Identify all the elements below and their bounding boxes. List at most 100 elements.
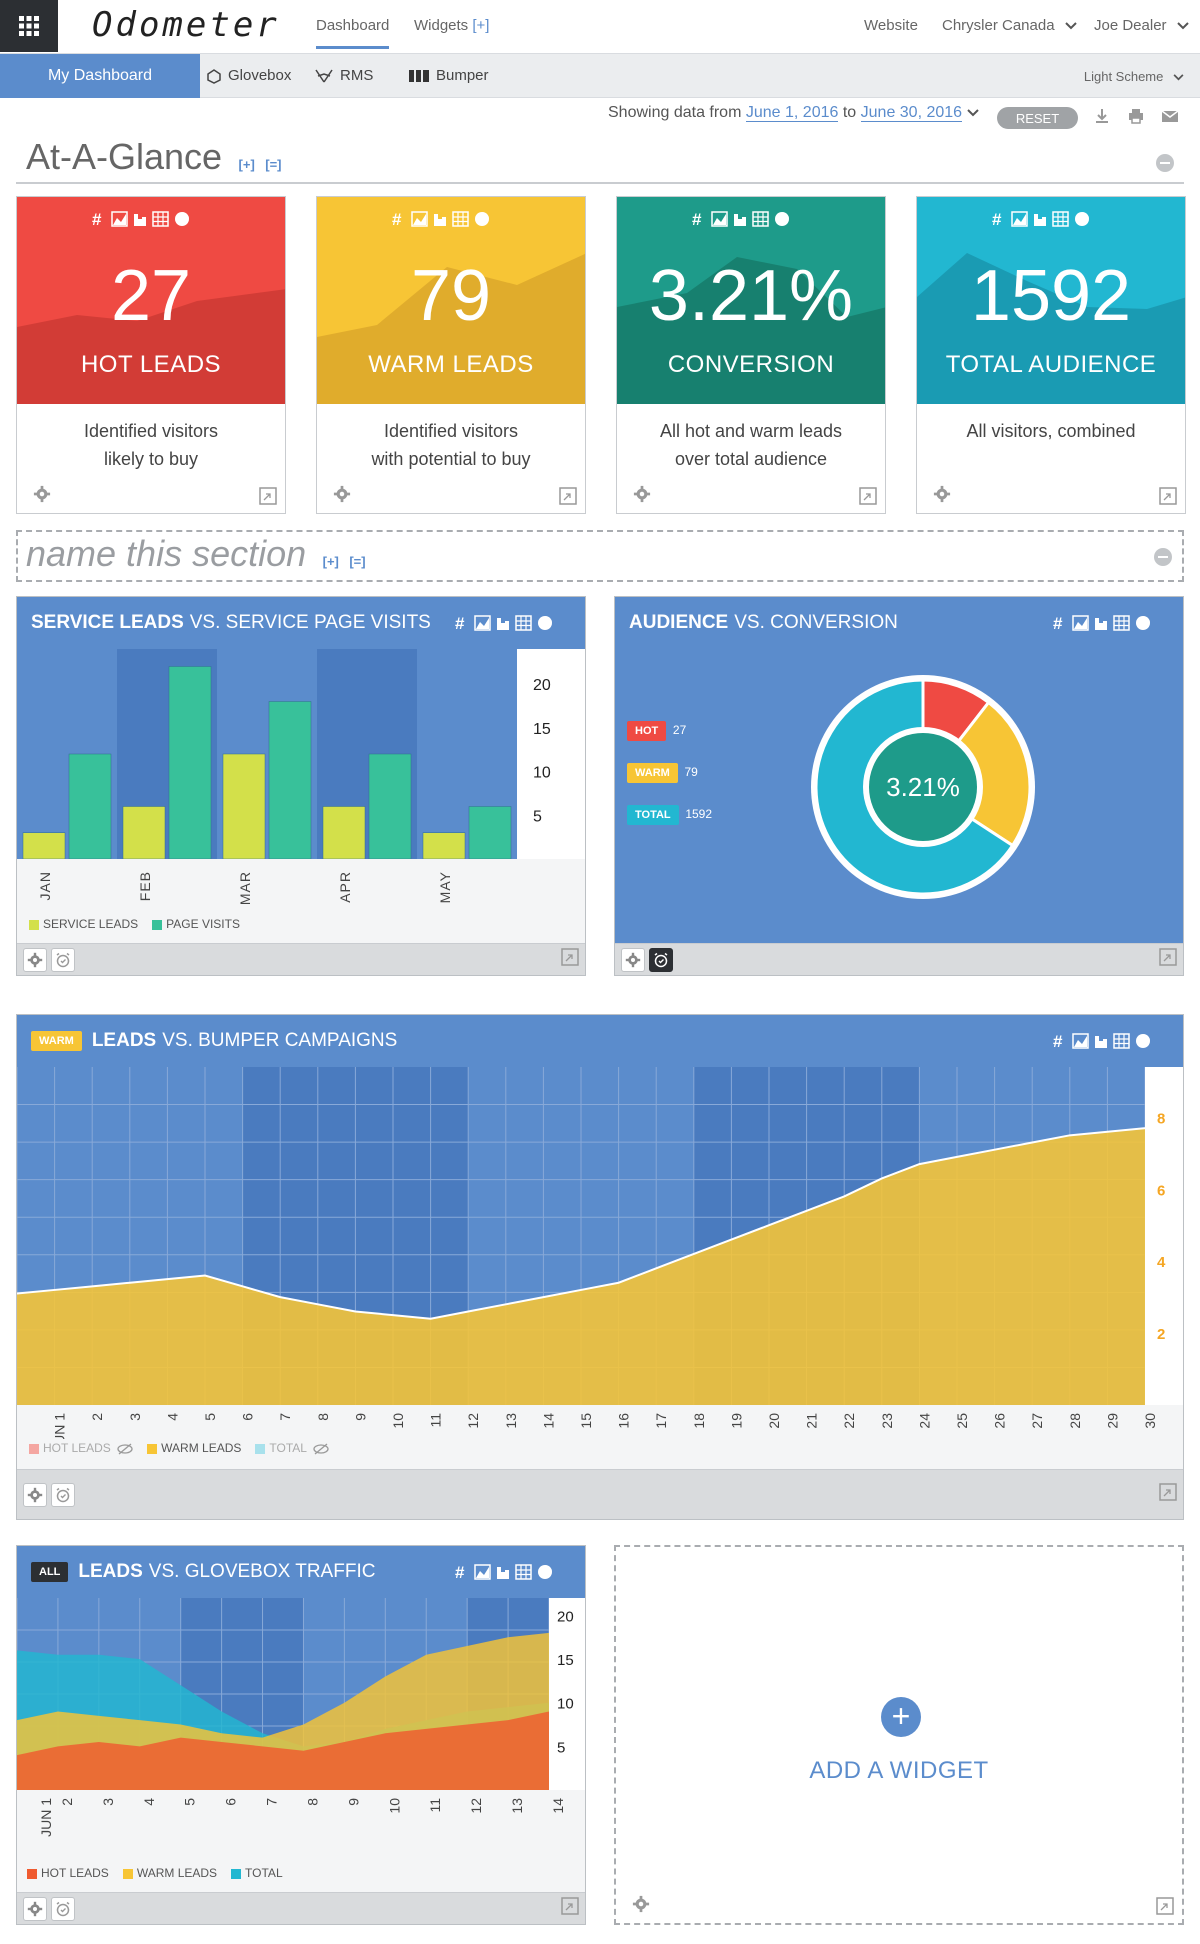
area-view-icon[interactable] — [111, 211, 128, 227]
print-icon[interactable] — [1126, 106, 1146, 126]
table-view-icon[interactable] — [515, 615, 532, 631]
section-add-button[interactable]: [+] — [322, 554, 339, 570]
gear-icon[interactable] — [333, 485, 351, 503]
gear-icon[interactable] — [933, 485, 951, 503]
settings-button[interactable] — [23, 1483, 47, 1507]
number-view-icon[interactable]: # — [992, 210, 1002, 229]
number-view-icon[interactable]: # — [692, 210, 702, 229]
gear-icon[interactable] — [27, 1487, 43, 1503]
expand-icon[interactable] — [559, 487, 577, 505]
nav-widgets[interactable]: Widgets [+] — [414, 17, 489, 34]
pie-view-icon[interactable] — [1075, 212, 1089, 226]
bar-view-icon[interactable] — [497, 1567, 509, 1579]
scheme-dropdown[interactable]: Light Scheme — [1084, 69, 1184, 84]
table-view-icon[interactable] — [1052, 211, 1069, 227]
gear-icon[interactable] — [27, 952, 43, 968]
expand-icon[interactable] — [1159, 948, 1177, 966]
filter-badge[interactable]: WARM — [31, 1031, 82, 1051]
pie-view-icon[interactable] — [538, 616, 552, 630]
tab-bumper[interactable]: Bumper — [408, 67, 489, 84]
settings-button[interactable] — [333, 485, 351, 503]
legend-item-hot-leads[interactable]: HOT LEADS — [27, 1866, 109, 1880]
nav-user-dropdown[interactable]: Joe Dealer — [1094, 17, 1189, 34]
expand-icon[interactable] — [1159, 487, 1177, 505]
tab-my-dashboard[interactable]: My Dashboard — [0, 54, 200, 98]
pie-view-icon[interactable] — [775, 212, 789, 226]
alarm-button[interactable] — [51, 1897, 75, 1921]
add-icon[interactable]: + — [881, 1697, 921, 1737]
expand-icon[interactable] — [561, 1897, 579, 1915]
settings-button[interactable] — [621, 948, 645, 972]
expand-button[interactable] — [561, 1897, 579, 1915]
date-start[interactable]: June 1, 2016 — [745, 104, 839, 122]
table-view-icon[interactable] — [1113, 1033, 1130, 1049]
legend-item-service-leads[interactable]: SERVICE LEADS — [29, 917, 138, 931]
table-view-icon[interactable] — [515, 1564, 532, 1580]
area-view-icon[interactable] — [411, 211, 428, 227]
gear-icon[interactable] — [633, 485, 651, 503]
section-title[interactable]: At-A-Glance — [26, 136, 223, 177]
table-view-icon[interactable] — [752, 211, 769, 227]
expand-icon[interactable] — [1159, 1483, 1177, 1501]
tab-glovebox[interactable]: Glovebox — [206, 67, 291, 84]
expand-button[interactable] — [1159, 948, 1177, 966]
alarm-button[interactable] — [51, 948, 75, 972]
expand-icon[interactable] — [259, 487, 277, 505]
table-view-icon[interactable] — [152, 211, 169, 227]
reset-button[interactable]: RESET — [997, 107, 1078, 129]
settings-button[interactable] — [933, 485, 951, 503]
settings-button[interactable] — [33, 485, 51, 503]
area-view-icon[interactable] — [1072, 615, 1089, 631]
area-view-icon[interactable] — [1072, 1033, 1089, 1049]
gear-icon[interactable] — [27, 1901, 43, 1917]
number-view-icon[interactable]: # — [92, 210, 102, 229]
download-icon[interactable] — [1092, 106, 1112, 126]
pie-view-icon[interactable] — [1136, 616, 1150, 630]
section-edit-button[interactable]: [=] — [265, 157, 282, 173]
section-add-button[interactable]: [+] — [238, 157, 255, 173]
nav-dashboard[interactable]: Dashboard — [316, 17, 390, 49]
expand-button[interactable] — [1159, 487, 1177, 505]
add-widget-label[interactable]: ADD A WIDGET — [809, 1757, 989, 1784]
bar-view-icon[interactable] — [734, 214, 746, 226]
legend-item-total[interactable]: TOTAL — [231, 1866, 283, 1880]
gear-icon[interactable] — [33, 485, 51, 503]
legend-item-total[interactable]: TOTAL — [255, 1441, 329, 1455]
tab-rms[interactable]: RMS — [314, 67, 373, 84]
pie-view-icon[interactable] — [475, 212, 489, 226]
number-view-icon[interactable]: # — [1053, 1032, 1063, 1051]
legend-item-warm-leads[interactable]: WARM LEADS — [122, 1866, 217, 1880]
pie-view-icon[interactable] — [1136, 1034, 1150, 1048]
expand-button[interactable] — [859, 487, 877, 505]
expand-icon[interactable] — [1156, 1897, 1174, 1915]
gear-icon[interactable] — [625, 952, 641, 968]
expand-button[interactable] — [1159, 1483, 1177, 1501]
chevron-down-icon[interactable] — [966, 109, 979, 117]
settings-button[interactable] — [633, 485, 651, 503]
table-view-icon[interactable] — [452, 211, 469, 227]
settings-button[interactable] — [23, 1897, 47, 1921]
area-view-icon[interactable] — [1011, 211, 1028, 227]
gear-icon[interactable] — [632, 1895, 650, 1913]
expand-button[interactable] — [559, 487, 577, 505]
section-edit-button[interactable]: [=] — [349, 554, 366, 570]
legend-item-warm-leads[interactable]: WARM LEADS — [147, 1441, 241, 1455]
alarm-button[interactable] — [51, 1483, 75, 1507]
bar-view-icon[interactable] — [134, 214, 146, 226]
bar-view-icon[interactable] — [1095, 618, 1107, 630]
number-view-icon[interactable]: # — [392, 210, 402, 229]
number-view-icon[interactable]: # — [1053, 614, 1063, 633]
filter-badge[interactable]: ALL — [31, 1562, 69, 1582]
area-view-icon[interactable] — [474, 615, 491, 631]
collapse-icon[interactable] — [1156, 154, 1174, 172]
email-icon[interactable] — [1160, 106, 1180, 126]
legend-item-hot-leads[interactable]: HOT LEADS — [29, 1441, 133, 1455]
bar-view-icon[interactable] — [1095, 1036, 1107, 1048]
collapse-icon[interactable] — [1154, 548, 1172, 566]
settings-button[interactable] — [23, 948, 47, 972]
alarm-button[interactable] — [649, 948, 673, 972]
expand-icon[interactable] — [859, 487, 877, 505]
bar-view-icon[interactable] — [497, 618, 509, 630]
nav-account-dropdown[interactable]: Chrysler Canada — [942, 17, 1077, 34]
date-end[interactable]: June 30, 2016 — [860, 104, 963, 122]
